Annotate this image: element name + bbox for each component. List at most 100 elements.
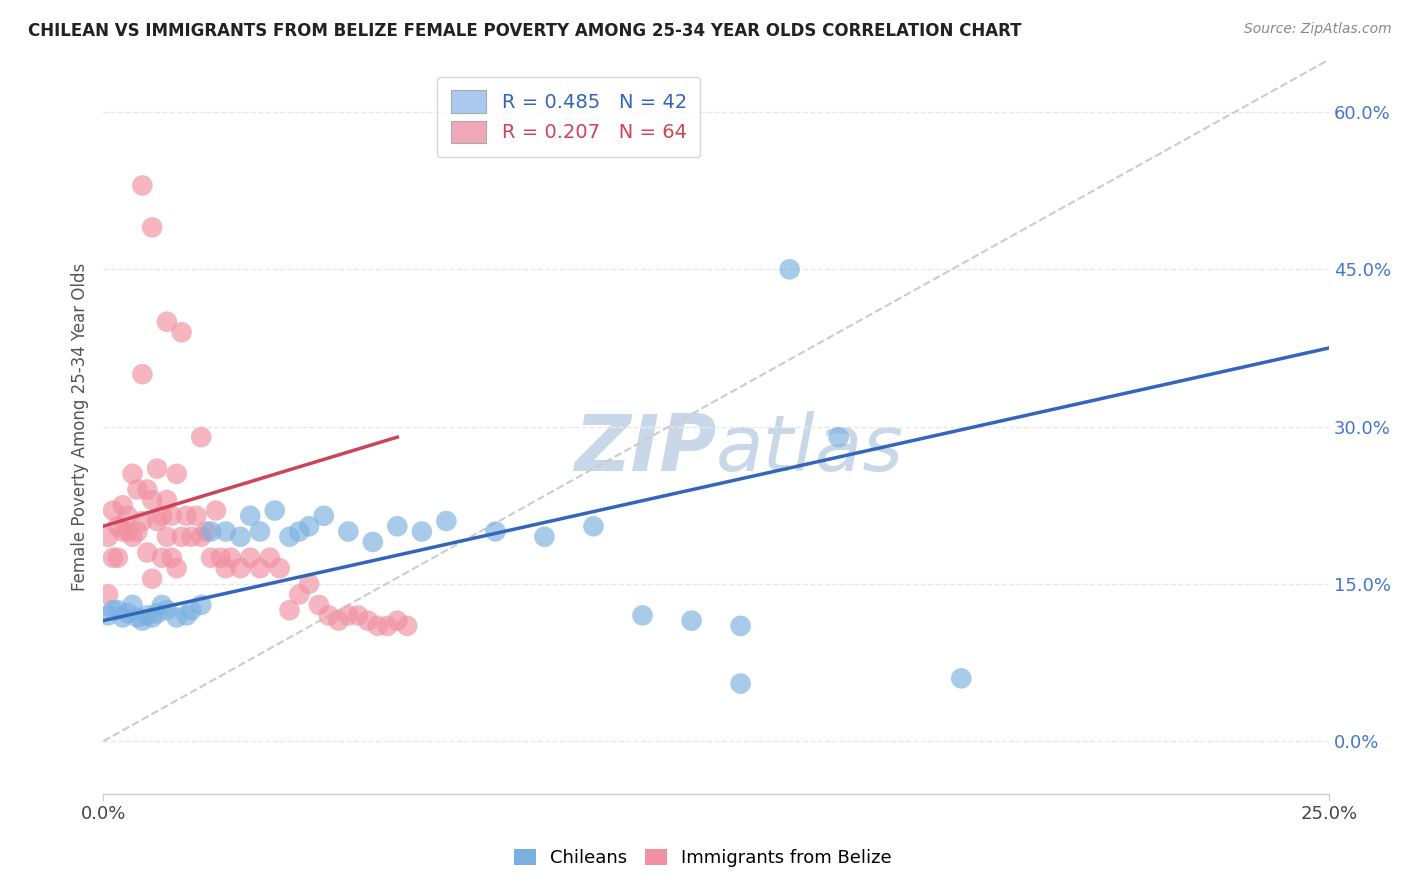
Point bbox=[357, 614, 380, 628]
Point bbox=[131, 514, 153, 528]
Y-axis label: Female Poverty Among 25-34 Year Olds: Female Poverty Among 25-34 Year Olds bbox=[72, 262, 89, 591]
Point bbox=[117, 508, 139, 523]
Point bbox=[779, 262, 801, 277]
Point bbox=[127, 524, 149, 539]
Point bbox=[288, 587, 311, 601]
Point bbox=[681, 614, 703, 628]
Point bbox=[950, 671, 973, 685]
Point bbox=[127, 483, 149, 497]
Point bbox=[180, 603, 202, 617]
Point bbox=[170, 325, 193, 339]
Point bbox=[215, 524, 238, 539]
Point bbox=[121, 467, 143, 481]
Point bbox=[131, 178, 153, 193]
Point bbox=[263, 503, 285, 517]
Point bbox=[229, 530, 252, 544]
Point bbox=[200, 524, 222, 539]
Point bbox=[318, 608, 340, 623]
Point bbox=[229, 561, 252, 575]
Point bbox=[176, 508, 198, 523]
Text: atlas: atlas bbox=[716, 410, 904, 487]
Point bbox=[136, 608, 159, 623]
Point bbox=[387, 519, 409, 533]
Point bbox=[209, 550, 232, 565]
Point bbox=[312, 508, 335, 523]
Point bbox=[308, 598, 330, 612]
Point bbox=[278, 603, 301, 617]
Point bbox=[97, 587, 120, 601]
Point bbox=[160, 550, 183, 565]
Point bbox=[249, 561, 271, 575]
Point bbox=[827, 430, 849, 444]
Point bbox=[411, 524, 433, 539]
Point bbox=[337, 524, 360, 539]
Point bbox=[121, 530, 143, 544]
Point bbox=[269, 561, 291, 575]
Point bbox=[730, 619, 752, 633]
Point bbox=[533, 530, 555, 544]
Point bbox=[239, 550, 262, 565]
Point bbox=[180, 530, 202, 544]
Point bbox=[141, 572, 163, 586]
Point bbox=[141, 220, 163, 235]
Point bbox=[259, 550, 281, 565]
Point bbox=[347, 608, 370, 623]
Point bbox=[190, 430, 212, 444]
Point bbox=[166, 561, 188, 575]
Text: CHILEAN VS IMMIGRANTS FROM BELIZE FEMALE POVERTY AMONG 25-34 YEAR OLDS CORRELATI: CHILEAN VS IMMIGRANTS FROM BELIZE FEMALE… bbox=[28, 22, 1022, 40]
Point bbox=[121, 598, 143, 612]
Point bbox=[337, 608, 360, 623]
Point bbox=[288, 524, 311, 539]
Point bbox=[396, 619, 419, 633]
Point bbox=[170, 530, 193, 544]
Point bbox=[156, 493, 179, 508]
Point bbox=[484, 524, 506, 539]
Point bbox=[176, 608, 198, 623]
Point bbox=[249, 524, 271, 539]
Point bbox=[150, 508, 173, 523]
Point bbox=[150, 598, 173, 612]
Point bbox=[146, 514, 169, 528]
Legend: R = 0.485   N = 42, R = 0.207   N = 64: R = 0.485 N = 42, R = 0.207 N = 64 bbox=[437, 77, 700, 157]
Point bbox=[200, 550, 222, 565]
Point bbox=[136, 545, 159, 559]
Point bbox=[582, 519, 605, 533]
Point bbox=[434, 514, 457, 528]
Point bbox=[298, 519, 321, 533]
Point bbox=[166, 610, 188, 624]
Point bbox=[278, 530, 301, 544]
Point bbox=[156, 603, 179, 617]
Point bbox=[160, 508, 183, 523]
Point bbox=[730, 676, 752, 690]
Point bbox=[361, 535, 384, 549]
Point bbox=[195, 524, 218, 539]
Point bbox=[141, 610, 163, 624]
Point bbox=[131, 368, 153, 382]
Point bbox=[239, 508, 262, 523]
Point bbox=[146, 461, 169, 475]
Point bbox=[156, 315, 179, 329]
Point bbox=[136, 483, 159, 497]
Point bbox=[107, 550, 129, 565]
Point bbox=[156, 530, 179, 544]
Legend: Chileans, Immigrants from Belize: Chileans, Immigrants from Belize bbox=[506, 841, 900, 874]
Point bbox=[117, 524, 139, 539]
Point bbox=[141, 493, 163, 508]
Text: Source: ZipAtlas.com: Source: ZipAtlas.com bbox=[1244, 22, 1392, 37]
Point bbox=[101, 603, 124, 617]
Point bbox=[111, 524, 134, 539]
Point bbox=[186, 508, 208, 523]
Point bbox=[131, 614, 153, 628]
Point bbox=[146, 607, 169, 621]
Point bbox=[190, 530, 212, 544]
Point bbox=[101, 503, 124, 517]
Point bbox=[127, 610, 149, 624]
Point bbox=[97, 530, 120, 544]
Point bbox=[215, 561, 238, 575]
Point bbox=[107, 603, 129, 617]
Text: ZIP: ZIP bbox=[574, 410, 716, 487]
Point bbox=[205, 503, 228, 517]
Point bbox=[166, 467, 188, 481]
Point bbox=[97, 608, 120, 623]
Point bbox=[111, 610, 134, 624]
